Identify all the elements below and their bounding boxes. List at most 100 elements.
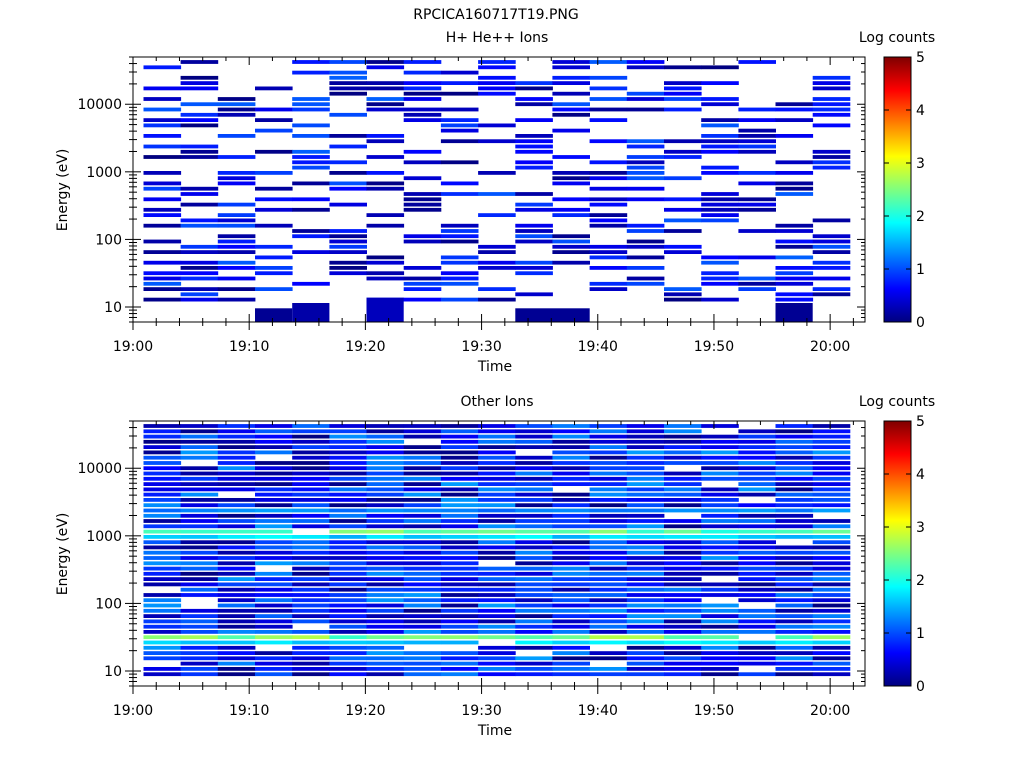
heatmap-cell [440, 545, 479, 550]
heatmap-cell [255, 450, 293, 455]
heatmap-cell [812, 593, 851, 597]
heatmap-cell [143, 276, 182, 281]
heatmap-cell [403, 466, 442, 471]
heatmap-cell [255, 513, 293, 518]
heatmap-cell [701, 297, 739, 302]
heatmap-cell [664, 492, 702, 497]
heatmap-cell [552, 614, 590, 618]
heatmap-cell [626, 239, 665, 244]
heatmap-cell [515, 445, 553, 449]
heatmap-cell [738, 519, 776, 523]
heatmap-cell [366, 461, 405, 465]
heatmap-cell [552, 434, 590, 439]
heatmap-cell [292, 450, 330, 455]
heatmap-cell [292, 160, 330, 165]
heatmap-cell [515, 202, 553, 207]
heatmap-cell [589, 635, 628, 640]
heatmap-cell [812, 535, 851, 539]
heatmap-cell [552, 112, 590, 117]
heatmap-cell [440, 234, 479, 239]
heatmap-cell [478, 297, 516, 302]
heatmap-cell [589, 424, 628, 428]
heatmap-cell [812, 429, 851, 434]
heatmap-cell [515, 455, 553, 460]
heatmap-cell [775, 561, 814, 566]
heatmap-cell [478, 630, 516, 634]
heatmap-cell [664, 176, 702, 181]
heatmap-cell [775, 614, 814, 618]
heatmap-cell [738, 587, 776, 592]
heatmap-cell [143, 561, 182, 566]
heatmap-cell [626, 645, 665, 650]
heatmap-cell [552, 582, 590, 587]
heatmap-cell [812, 112, 851, 117]
heatmap-cell [664, 461, 702, 465]
heatmap-cell [589, 86, 628, 91]
heatmap-cell [552, 197, 590, 202]
heatmap-cell [589, 75, 628, 80]
heatmap-cell [515, 260, 553, 265]
heatmap-cell [775, 160, 814, 165]
heatmap-cell [589, 118, 628, 122]
heatmap-cell [478, 577, 516, 581]
heatmap-cell [775, 276, 814, 281]
heatmap-cell [440, 239, 479, 244]
heatmap-cell [440, 118, 479, 122]
heatmap-cell [552, 60, 590, 64]
heatmap-cell [812, 524, 851, 529]
heatmap-cell [143, 476, 182, 481]
heatmap-cell [478, 566, 516, 571]
heatmap-cell [366, 450, 405, 455]
heatmap-cell [701, 271, 739, 276]
heatmap-cell [403, 192, 442, 196]
heatmap-cell [664, 471, 702, 476]
heatmap-cell [143, 213, 182, 217]
heatmap-cell [552, 630, 590, 634]
heatmap-cell [217, 297, 256, 302]
heatmap-cell [403, 276, 442, 281]
heatmap-cell [812, 86, 851, 91]
heatmap-cell [143, 598, 182, 603]
heatmap-cell [180, 466, 219, 471]
heatmap-cell [478, 619, 516, 624]
heatmap-cell [143, 571, 182, 576]
heatmap-cell [664, 97, 702, 101]
heatmap-cell [329, 482, 367, 486]
heatmap-cell [217, 524, 256, 529]
heatmap-cell [515, 519, 553, 523]
heatmap-cell [664, 482, 702, 486]
heatmap-cell [403, 492, 442, 497]
heatmap-cell [626, 571, 665, 576]
heatmap-cell [255, 571, 293, 576]
heatmap-cell [589, 593, 628, 597]
heatmap-cell [180, 292, 219, 297]
heatmap-cell [515, 192, 553, 196]
heatmap-cell [701, 65, 739, 70]
heatmap-cell [366, 255, 405, 260]
heatmap-cell [143, 524, 182, 529]
heatmap-cell [515, 603, 553, 608]
heatmap-cell [478, 672, 516, 677]
heatmap-cell [552, 75, 590, 80]
heatmap-cell [366, 640, 405, 645]
heatmap-cell [403, 656, 442, 661]
heatmap-cell [552, 619, 590, 624]
heatmap-cell [403, 550, 442, 555]
heatmap-cell [664, 667, 702, 671]
heatmap-cell [217, 102, 256, 107]
heatmap-cell [515, 471, 553, 476]
heatmap-cell [738, 461, 776, 465]
heatmap-cell [775, 429, 814, 434]
heatmap-cell [217, 450, 256, 455]
heatmap-cell [143, 461, 182, 465]
heatmap-cell [440, 540, 479, 545]
heatmap-cell [552, 635, 590, 640]
heatmap-cell [552, 81, 590, 85]
heatmap-cell [515, 550, 553, 555]
heatmap-cell [366, 593, 405, 597]
heatmap-cell [552, 482, 590, 486]
heatmap-cell [552, 608, 590, 613]
heatmap-cell [738, 439, 776, 444]
heatmap-cell [664, 149, 702, 154]
heatmap-cell [217, 598, 256, 603]
